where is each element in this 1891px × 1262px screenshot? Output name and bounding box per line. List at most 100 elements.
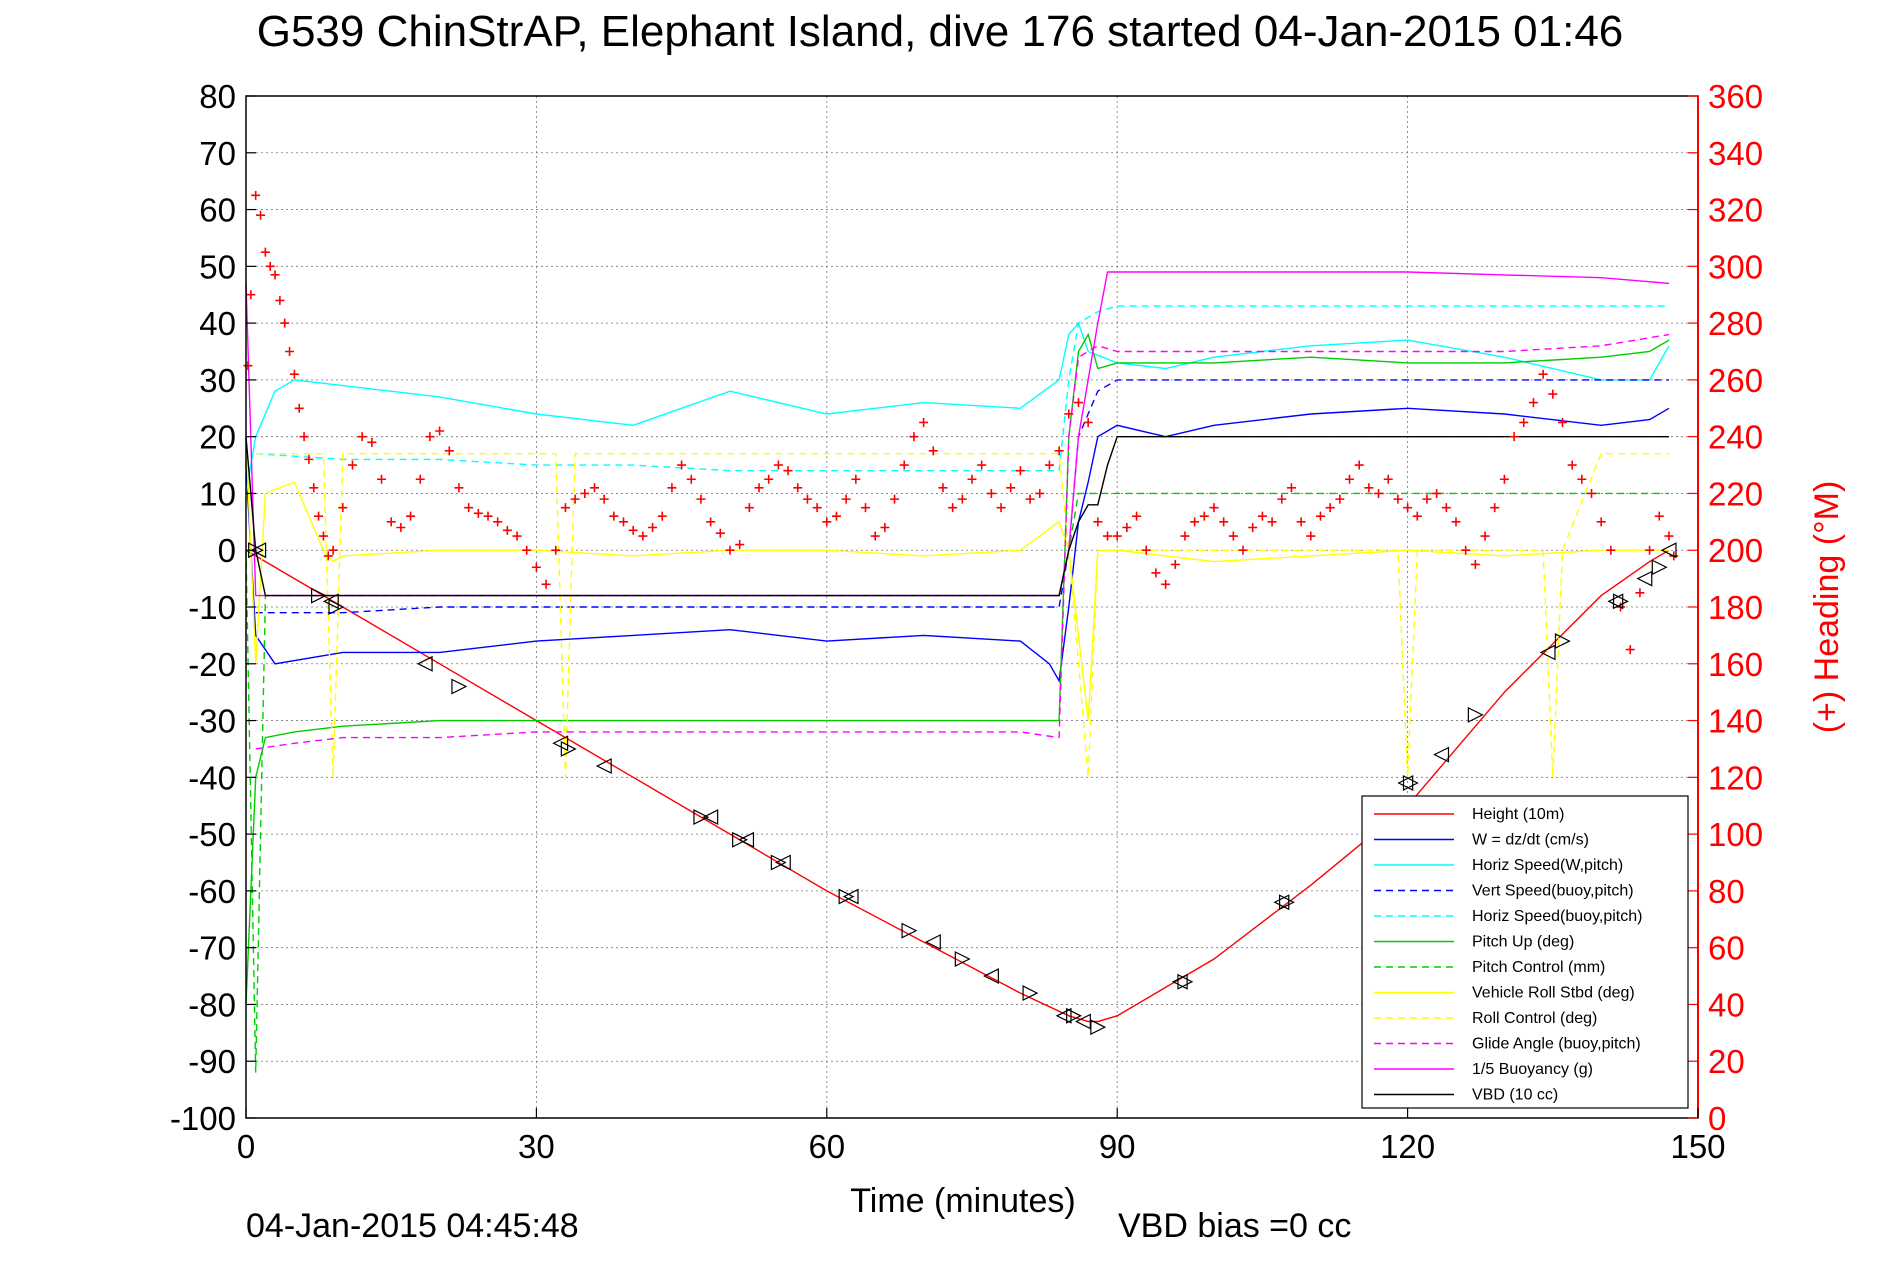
heading-marker [667, 483, 677, 493]
y-tick-label: 80 [199, 78, 236, 115]
height-triangle-marker [1539, 644, 1556, 661]
y-tick-label: -100 [170, 1100, 236, 1137]
heading-marker [1664, 531, 1674, 541]
y-tick-label: -80 [188, 986, 236, 1023]
heading-marker [251, 190, 261, 200]
heading-marker [294, 403, 304, 413]
heading-marker [1557, 417, 1567, 427]
heading-marker [1596, 517, 1606, 527]
heading-marker [531, 562, 541, 572]
y-right-tick-label: 300 [1708, 248, 1763, 285]
heading-marker [425, 432, 435, 442]
heading-marker [1015, 466, 1025, 476]
x-axis-label: Time (minutes) [850, 1182, 1075, 1220]
height-triangle-marker [416, 655, 433, 672]
heading-marker [1006, 483, 1016, 493]
heading-marker [1441, 503, 1451, 513]
heading-marker [483, 511, 493, 521]
x-tick-label: 150 [1670, 1128, 1725, 1165]
y-right-tick-label: 100 [1708, 816, 1763, 853]
heading-marker [1509, 432, 1519, 442]
heading-marker [1064, 409, 1074, 419]
heading-marker [338, 503, 348, 513]
height-triangle-marker [1554, 633, 1571, 650]
heading-marker [386, 517, 396, 527]
heading-marker [1228, 531, 1238, 541]
y-tick-label: 0 [218, 532, 236, 569]
heading-marker [1141, 545, 1151, 555]
heading-marker [580, 488, 590, 498]
y-tick-label: -90 [188, 1043, 236, 1080]
right-axis-ticks: 3603403203002802602402202001801601401201… [1688, 78, 1763, 1137]
legend-label-10: Glide Angle (buoy,pitch) [1472, 1036, 1641, 1053]
heading-marker [677, 460, 687, 470]
height-triangle-marker [1090, 1019, 1107, 1036]
heading-marker [880, 523, 890, 533]
legend-label-8: Vehicle Roll Stbd (deg) [1472, 985, 1635, 1002]
heading-marker [1383, 474, 1393, 484]
vbd-bias: VBD bias =0 cc [1118, 1207, 1351, 1245]
legend-label-1: Height (10m) [1472, 806, 1564, 823]
heading-marker [861, 503, 871, 513]
heading-marker [1519, 417, 1529, 427]
x-tick-label: 30 [518, 1128, 555, 1165]
y-right-tick-label: 140 [1708, 703, 1763, 740]
height-triangle-marker [1022, 985, 1039, 1002]
heading-marker [396, 523, 406, 533]
heading-marker [1277, 494, 1287, 504]
heading-marker [1248, 523, 1258, 533]
legend-label-3: Horiz Speed(W,pitch) [1472, 857, 1623, 874]
heading-marker [318, 531, 328, 541]
legend-label-12: VBD (10 cc) [1472, 1087, 1558, 1104]
legend-label-2: W = dz/dt (cm/s) [1472, 832, 1589, 849]
heading-marker [890, 494, 900, 504]
heading-marker [406, 511, 416, 521]
heading-marker [1645, 545, 1655, 555]
legend: Height (10m) W = dz/dt (cm/s) Horiz Speed(… [1361, 795, 1689, 1109]
heading-marker [1528, 398, 1538, 408]
y-right-tick-label: 340 [1708, 135, 1763, 172]
series-line-2 [245, 407, 1670, 683]
heading-marker [1073, 398, 1083, 408]
legend-label-9: Roll Control (deg) [1472, 1010, 1597, 1027]
series-line-3 [245, 321, 1670, 494]
heading-marker [619, 517, 629, 527]
y-right-tick-label: 200 [1708, 532, 1763, 569]
heading-marker [377, 474, 387, 484]
heading-marker [328, 545, 338, 555]
y-right-tick-label: 60 [1708, 930, 1745, 967]
height-triangle-marker [1651, 559, 1668, 576]
height-triangle-marker [311, 587, 327, 604]
x-tick-label: 120 [1380, 1128, 1435, 1165]
heading-marker [783, 466, 793, 476]
heading-marker [1219, 517, 1229, 527]
heading-marker [1083, 417, 1093, 427]
height-triangle-marker [328, 599, 345, 615]
y-tick-label: -50 [188, 816, 236, 853]
heading-marker [977, 460, 987, 470]
height-triangle-marker [552, 735, 569, 752]
height-triangle-marker [702, 809, 719, 826]
height-triangle-marker [693, 809, 710, 826]
x-axis-ticks: 0 30 60 90 120 150 [237, 1108, 1726, 1165]
heading-marker [280, 318, 290, 328]
legend-label-11: 1/5 Buoyancy (g) [1472, 1061, 1593, 1078]
heading-marker [1035, 488, 1045, 498]
heading-marker [1499, 474, 1509, 484]
heading-marker [1374, 488, 1384, 498]
right-axis-label: (+) Heading (°M) [1808, 481, 1846, 734]
heading-marker [243, 361, 253, 371]
heading-marker [304, 454, 314, 464]
heading-marker [764, 474, 774, 484]
heading-marker [1403, 503, 1413, 513]
heading-marker [957, 494, 967, 504]
heading-marker [725, 545, 735, 555]
heading-marker [928, 446, 938, 456]
y-right-tick-label: 320 [1708, 192, 1763, 229]
height-triangle-marker [1171, 973, 1188, 990]
height-triangle-marker [983, 968, 999, 985]
left-axis-ticks: 80 70 60 50 40 30 20 10 0 -10 -20 -30 -40 -50 -60 -70 -8… [170, 78, 256, 1137]
y-right-tick-label: 260 [1708, 362, 1763, 399]
height-triangle-marker [1433, 746, 1450, 763]
